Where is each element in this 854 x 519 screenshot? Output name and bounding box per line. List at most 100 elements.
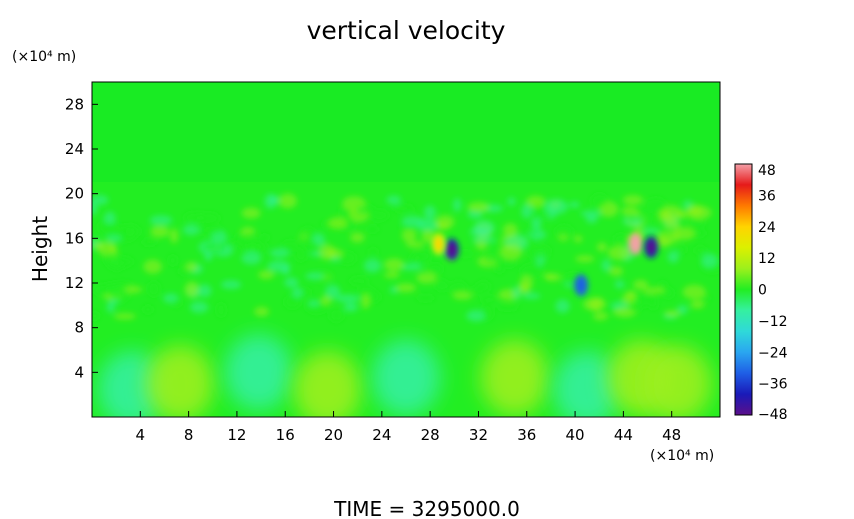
turbulence-cell	[428, 263, 443, 275]
turbulence-cell	[184, 281, 200, 298]
turbulence-cell	[103, 211, 116, 225]
turbulence-cell	[308, 299, 320, 307]
turbulence-cell	[401, 229, 417, 243]
turbulence-cell	[667, 250, 679, 263]
x-tick-label: 8	[184, 426, 194, 444]
turbulence-cell	[676, 210, 689, 219]
turbulence-cell	[686, 204, 703, 217]
turbulence-cell	[499, 244, 523, 260]
y-tick-label: 4	[74, 363, 84, 381]
velocity-feature	[97, 351, 166, 417]
turbulence-cell	[401, 215, 425, 227]
velocity-feature-shape	[372, 339, 440, 416]
turbulence-cell	[361, 293, 370, 309]
turbulence-cell	[642, 227, 659, 235]
turbulence-cell	[312, 233, 325, 247]
turbulence-cell	[355, 204, 375, 216]
velocity-feature-shape	[97, 351, 166, 417]
velocity-feature-core	[448, 242, 456, 257]
turbulence-cell	[343, 302, 358, 312]
y-tick-label: 20	[65, 185, 84, 203]
turbulence-cell	[637, 208, 651, 225]
turbulence-cell	[400, 263, 423, 271]
turbulence-cell	[199, 226, 224, 235]
turbulence-cell	[412, 250, 432, 262]
y-tick-label: 24	[65, 140, 84, 158]
y-axis-ticks: 4 8 12 16 20 24 28	[65, 95, 98, 381]
x-tick-label: 12	[227, 426, 246, 444]
heatmap-features	[92, 193, 720, 417]
turbulence-cell	[687, 217, 706, 228]
turbulence-cell	[452, 291, 473, 300]
turbulence-cell	[609, 266, 623, 277]
x-tick-label: 24	[372, 426, 391, 444]
turbulence-cell	[305, 272, 324, 280]
turbulence-cell	[435, 279, 449, 292]
velocity-feature	[372, 339, 440, 416]
turbulence-cell	[502, 258, 516, 268]
turbulence-cell	[364, 258, 381, 273]
turbulence-cell	[368, 247, 379, 256]
turbulence-cell	[593, 312, 608, 321]
turbulence-cell	[92, 311, 100, 320]
turbulence-cell	[453, 198, 462, 212]
turbulence-cell	[216, 302, 226, 318]
velocity-feature-core	[435, 237, 443, 251]
turbulence-cell	[531, 217, 542, 230]
turbulence-cell	[301, 287, 311, 297]
velocity-feature-shape	[643, 345, 712, 417]
turbulence-cell	[512, 286, 521, 300]
colorbar-tick-label: −24	[758, 345, 788, 361]
turbulence-cell	[622, 195, 644, 206]
y-tick-label: 12	[65, 274, 84, 292]
turbulence-cell	[494, 264, 504, 274]
velocity-feature-core	[631, 237, 639, 251]
colorbar-tick-label: 48	[758, 163, 776, 179]
x-tick-label: 40	[566, 426, 585, 444]
turbulence-cell	[221, 280, 242, 290]
turbulence-cell	[519, 275, 533, 291]
time-label: TIME = 3295000.0	[333, 497, 520, 519]
y-tick-label: 28	[65, 95, 84, 113]
turbulence-cell	[295, 246, 307, 262]
turbulence-cell	[284, 295, 301, 309]
y-tick-label: 8	[74, 319, 84, 337]
turbulence-cell	[149, 215, 173, 226]
turbulence-cell	[329, 308, 344, 323]
turbulence-cell	[555, 299, 570, 314]
colorbar-ticks: 48 36 24 12 0 −12 −24 −36 −48	[758, 163, 788, 423]
turbulence-cell	[580, 210, 602, 218]
turbulence-cell	[673, 227, 695, 241]
x-tick-label: 20	[324, 426, 343, 444]
turbulence-cell	[105, 282, 126, 297]
turbulence-cell	[197, 284, 212, 298]
velocity-feature-core	[577, 278, 585, 292]
turbulence-cell	[105, 235, 122, 243]
turbulence-cell	[92, 194, 109, 206]
turbulence-cell	[141, 238, 158, 246]
turbulence-cell	[325, 284, 341, 299]
turbulence-cell	[633, 279, 649, 290]
turbulence-cell	[335, 294, 360, 303]
y-axis-unit: (×10⁴ m)	[12, 49, 76, 65]
heatmap-area	[92, 82, 720, 417]
turbulence-cell	[496, 303, 519, 311]
x-axis-unit: (×10⁴ m)	[650, 448, 714, 464]
velocity-feature-shape	[146, 345, 215, 417]
turbulence-cell	[658, 209, 672, 223]
turbulence-cell	[168, 254, 177, 267]
turbulence-cell	[626, 212, 637, 224]
turbulence-cell	[421, 229, 435, 243]
turbulence-cell	[435, 215, 455, 229]
turbulence-cell	[183, 224, 200, 236]
turbulence-cell	[585, 215, 598, 224]
velocity-feature	[224, 334, 293, 411]
turbulence-band	[92, 193, 720, 323]
velocity-feature-shape	[293, 351, 362, 417]
turbulence-cell	[392, 204, 415, 213]
x-tick-label: 48	[662, 426, 681, 444]
colorbar-tick-label: −36	[758, 377, 788, 393]
turbulence-cell	[117, 224, 137, 232]
velocity-feature	[643, 345, 712, 417]
